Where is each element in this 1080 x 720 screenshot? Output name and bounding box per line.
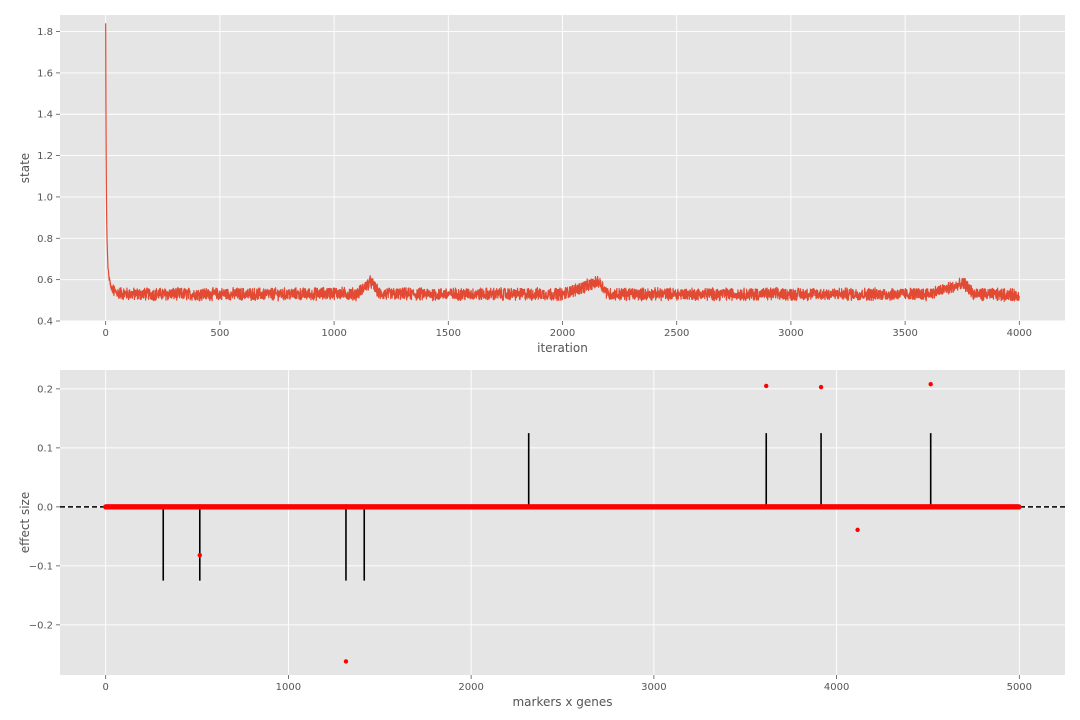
x-tick-label: 4000 <box>824 682 849 693</box>
estimate-point <box>1016 504 1022 510</box>
y-tick-label: 0.0 <box>37 502 53 513</box>
y-tick-label: 0.6 <box>37 275 53 286</box>
y-axis-label: state <box>18 153 32 183</box>
x-axis-label: iteration <box>537 341 588 355</box>
y-tick-label: −0.2 <box>29 620 53 631</box>
x-tick-label: 0 <box>102 328 108 339</box>
x-tick-label: 3000 <box>641 682 666 693</box>
estimate-point-nonzero <box>928 381 933 387</box>
y-tick-label: 1.2 <box>37 151 53 162</box>
x-tick-label: 2000 <box>550 328 575 339</box>
trace-plot: 0 500 1000 1500 2000 2500 3000 3500 4000 0.4 0.6 0.… <box>18 15 1065 355</box>
x-tick-label: 1500 <box>436 328 461 339</box>
y-tick-label: 0.2 <box>37 384 53 395</box>
estimate-point-nonzero <box>818 384 824 390</box>
x-tick-label: 0 <box>102 682 108 693</box>
estimate-point-nonzero <box>197 553 202 558</box>
x-tick-label: 500 <box>210 328 229 339</box>
y-tick-label: 0.1 <box>37 443 53 454</box>
true-effect-stems <box>162 433 932 581</box>
y-tick-label: −0.1 <box>29 561 53 572</box>
estimate-point-nonzero <box>343 659 349 664</box>
y-tick-label: 0.8 <box>37 234 53 245</box>
y-tick-label: 1.4 <box>37 110 53 121</box>
x-tick-label: 2000 <box>458 682 483 693</box>
x-tick-label: 3000 <box>778 328 803 339</box>
estimate-points <box>103 381 1022 664</box>
y-tick-label: 1.0 <box>37 192 53 203</box>
ticks: 0 500 1000 1500 2000 2500 3000 3500 4000 0.4 0.6 0.… <box>37 27 1032 339</box>
plot-area <box>60 370 1065 675</box>
x-tick-label: 3500 <box>892 328 917 339</box>
estimate-point-nonzero <box>764 383 769 389</box>
y-tick-label: 0.4 <box>37 317 53 328</box>
y-tick-label: 1.6 <box>37 68 53 79</box>
x-tick-label: 4000 <box>1007 328 1032 339</box>
x-tick-label: 5000 <box>1007 682 1032 693</box>
y-axis-label: effect size <box>18 492 32 553</box>
estimate-point-nonzero <box>855 527 860 533</box>
trace-line <box>105 23 1020 303</box>
x-tick-label: 1000 <box>321 328 346 339</box>
effect-size-plot: 0 1000 2000 3000 4000 5000 −0.2 −0.1 0.0 0.1 0.2 ma… <box>18 370 1065 709</box>
ticks: 0 1000 2000 3000 4000 5000 −0.2 −0.1 0.0 0.1 0.2 <box>29 384 1032 693</box>
x-axis-label: markers x genes <box>512 695 612 709</box>
x-tick-label: 1000 <box>276 682 301 693</box>
x-tick-label: 2500 <box>664 328 689 339</box>
y-tick-label: 1.8 <box>37 27 53 38</box>
